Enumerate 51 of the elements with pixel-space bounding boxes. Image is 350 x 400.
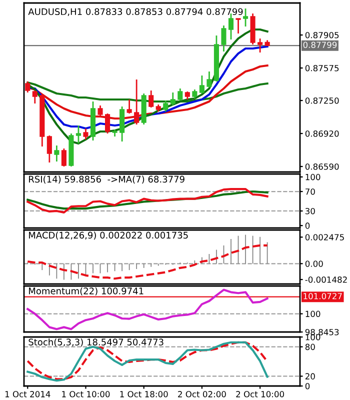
candlestick <box>258 38 263 54</box>
y-tick-label: 0.86590 <box>305 163 339 170</box>
candlestick <box>54 144 60 162</box>
y-tick-label: 0.87575 <box>305 64 339 72</box>
line-series <box>26 244 268 280</box>
candlestick <box>242 8 248 28</box>
candlestick <box>206 70 212 88</box>
candlestick <box>126 98 132 114</box>
candlestick <box>76 124 82 144</box>
x-tick-label: 2 Oct 02:00 <box>178 391 226 398</box>
y-tick-label: 100 <box>306 334 320 340</box>
x-tick-label: 2 Oct 10:00 <box>236 391 284 398</box>
y-tick-label: 0 <box>305 222 310 229</box>
candlestick <box>46 134 52 164</box>
candlestick <box>178 88 183 102</box>
candlestick <box>98 104 103 118</box>
chart-title: RSI(14) 59.8856 ->MA(7) 68.3779 <box>29 176 184 184</box>
x-tick-label: 1 Oct 18:00 <box>120 391 168 398</box>
candlestick <box>148 90 154 108</box>
y-tick-label: 30 <box>305 208 315 214</box>
candlestick <box>32 90 38 104</box>
y-tick-label: 0.87905 <box>305 32 339 38</box>
y-tick-label: 0.86920 <box>305 130 339 137</box>
chart-title: MACD(12,26,9) 0.002022 0.001735 <box>29 232 188 240</box>
x-tick-label: 1 Oct 10:00 <box>62 391 110 398</box>
candlestick <box>236 18 241 34</box>
chart-title: Momentum(22) 100.9741 <box>29 287 144 296</box>
ref-line-label: 0.87799 <box>303 42 337 48</box>
candlestick <box>120 106 125 142</box>
y-tick-label: 0.002475 <box>305 234 344 240</box>
y-tick-label: 20 <box>305 373 315 380</box>
chart-title: Stoch(5,3,3) 18.5497 50.4773 <box>28 338 164 347</box>
y-tick-label: 98.8453 <box>305 328 339 336</box>
text: AUDUSD,H1 0.87833 0.87853 0.87794 0.87799 <box>28 8 243 16</box>
y-tick-label: 0.87250 <box>305 97 339 104</box>
candlestick <box>221 24 226 52</box>
candlestick <box>83 128 88 140</box>
ref-line-label: 101.0727 <box>304 292 342 300</box>
y-tick-label: 100 <box>306 174 320 180</box>
y-tick-label: 0 <box>305 382 310 390</box>
y-tick-label: 100 <box>306 310 320 318</box>
line-series <box>26 288 268 330</box>
y-tick-label: 0.00 <box>305 260 323 267</box>
y-tick-label: 80 <box>305 344 315 350</box>
y-tick-label: 70 <box>306 188 315 195</box>
candlestick <box>163 100 168 112</box>
y-tick-label: -0.001482 <box>305 276 347 283</box>
candlestick <box>170 92 176 106</box>
x-tick-label: 1 Oct 2014 <box>5 391 50 398</box>
candlestick <box>199 74 204 94</box>
candlestick <box>61 148 66 168</box>
